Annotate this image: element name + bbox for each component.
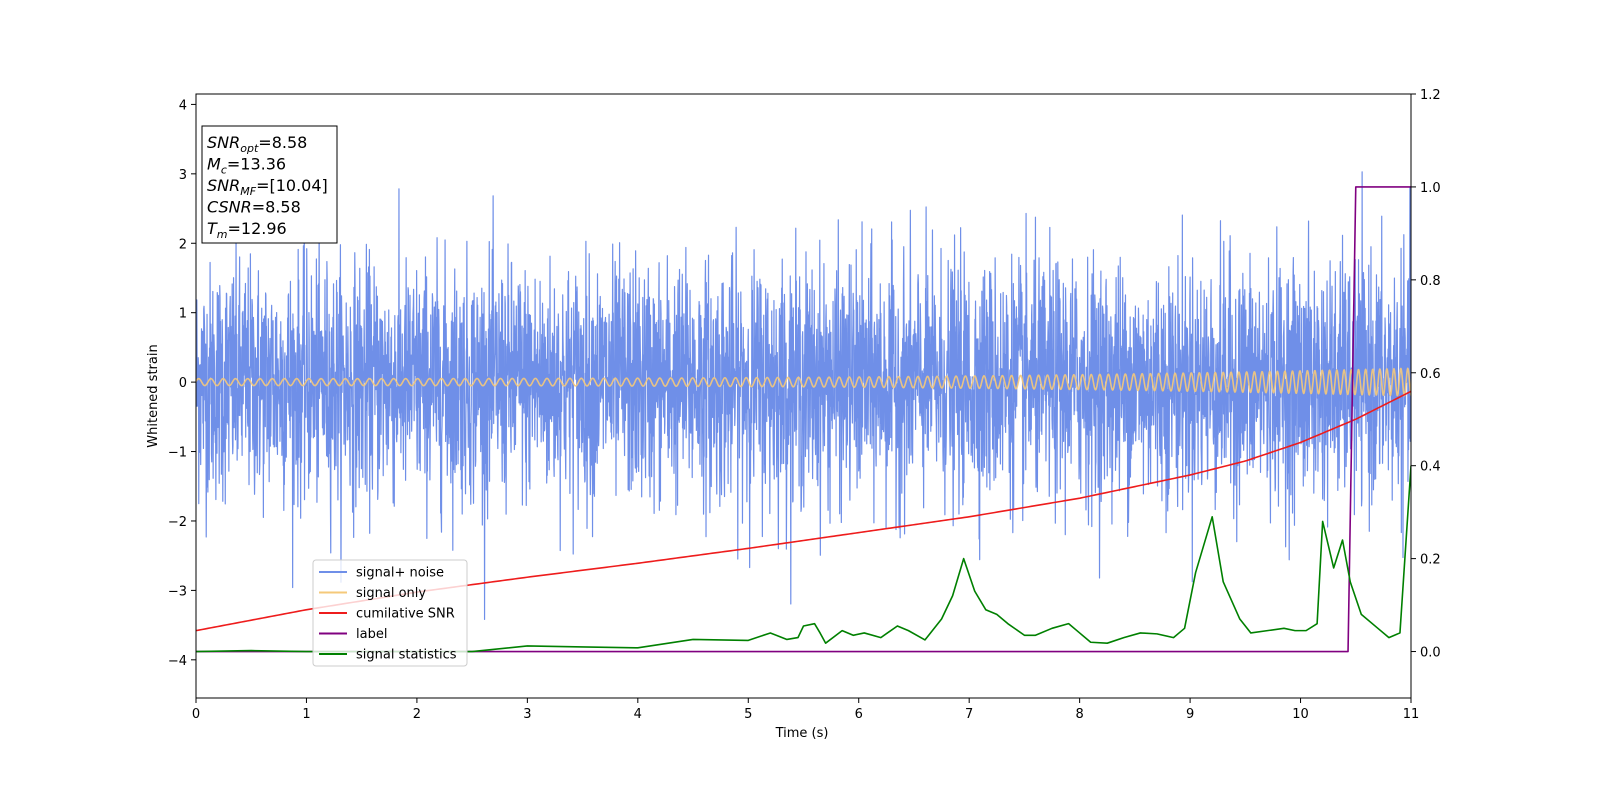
legend-frame xyxy=(312,559,468,667)
x-tick-label: 11 xyxy=(1403,707,1420,722)
y-tick-label: 2 xyxy=(179,237,187,252)
y-axis-left: −4 −3 −2 −1 0 1 2 3 4 xyxy=(168,98,196,669)
x-tick-label: 3 xyxy=(523,707,531,722)
y-tick-label: −1 xyxy=(168,446,187,461)
x-axis: 0 1 2 3 4 5 6 7 8 9 10 11 xyxy=(192,698,1419,722)
plot-frame xyxy=(195,93,1412,699)
y-tick-label: 0 xyxy=(179,376,187,391)
x-tick-label: 7 xyxy=(965,707,973,722)
y-tick-label: −4 xyxy=(168,654,187,669)
x-tick-label: 4 xyxy=(634,707,642,722)
x-tick-label: 10 xyxy=(1292,707,1309,722)
x-tick-label: 5 xyxy=(744,707,752,722)
legend-entry: signal statistics xyxy=(356,648,457,663)
y2-tick-label: 1.0 xyxy=(1420,181,1441,196)
y2-tick-label: 0.4 xyxy=(1420,460,1441,475)
y-tick-label: −2 xyxy=(168,515,187,530)
y-tick-label: 3 xyxy=(179,168,187,183)
legend-entry: label xyxy=(356,627,387,642)
annotation-line: SNRMF=[10.04] xyxy=(207,176,328,198)
legend-entry: signal only xyxy=(356,586,426,601)
annotation-line: SNRopt=8.58 xyxy=(207,133,307,155)
y2-tick-label: 0.6 xyxy=(1420,367,1441,382)
x-tick-label: 2 xyxy=(413,707,421,722)
y-tick-label: −3 xyxy=(168,584,187,599)
series-signal-noise-line xyxy=(196,171,1411,621)
x-tick-label: 8 xyxy=(1075,707,1083,722)
annotation-line: Mc=13.36 xyxy=(207,155,286,177)
x-tick-label: 9 xyxy=(1186,707,1194,722)
series-signal-statistics-line xyxy=(196,465,1411,653)
legend: signal+ noise signal only cumilative SNR la… xyxy=(312,559,468,667)
y-tick-label: 1 xyxy=(179,307,187,322)
series-signal-only-line xyxy=(196,367,1411,397)
x-tick-label: 6 xyxy=(855,707,863,722)
annotation-box: SNRopt=8.58Mc=13.36SNRMF=[10.04]CSNR=8.5… xyxy=(201,125,338,244)
x-axis-label: Time (s) xyxy=(775,726,829,741)
x-tick-label: 1 xyxy=(302,707,310,722)
y2-tick-label: 0.2 xyxy=(1420,553,1441,568)
y-tick-label: 4 xyxy=(179,98,187,113)
annotation-line: CSNR=8.58 xyxy=(207,198,301,217)
annotation-box-frame xyxy=(201,125,338,244)
y2-tick-label: 1.2 xyxy=(1420,88,1441,103)
y2-tick-label: 0.8 xyxy=(1420,274,1441,289)
legend-entry: signal+ noise xyxy=(356,566,444,581)
series-label-line xyxy=(196,186,1411,653)
y2-tick-label: 0.0 xyxy=(1420,646,1441,661)
y-axis-right: 0.0 0.2 0.4 0.6 0.8 1.0 1.2 xyxy=(1411,88,1441,661)
annotation-line: Tm=12.96 xyxy=(207,219,287,241)
legend-entry: cumilative SNR xyxy=(356,607,455,622)
y-axis-label: Whitened strain xyxy=(146,344,161,447)
x-tick-label: 0 xyxy=(192,707,200,722)
